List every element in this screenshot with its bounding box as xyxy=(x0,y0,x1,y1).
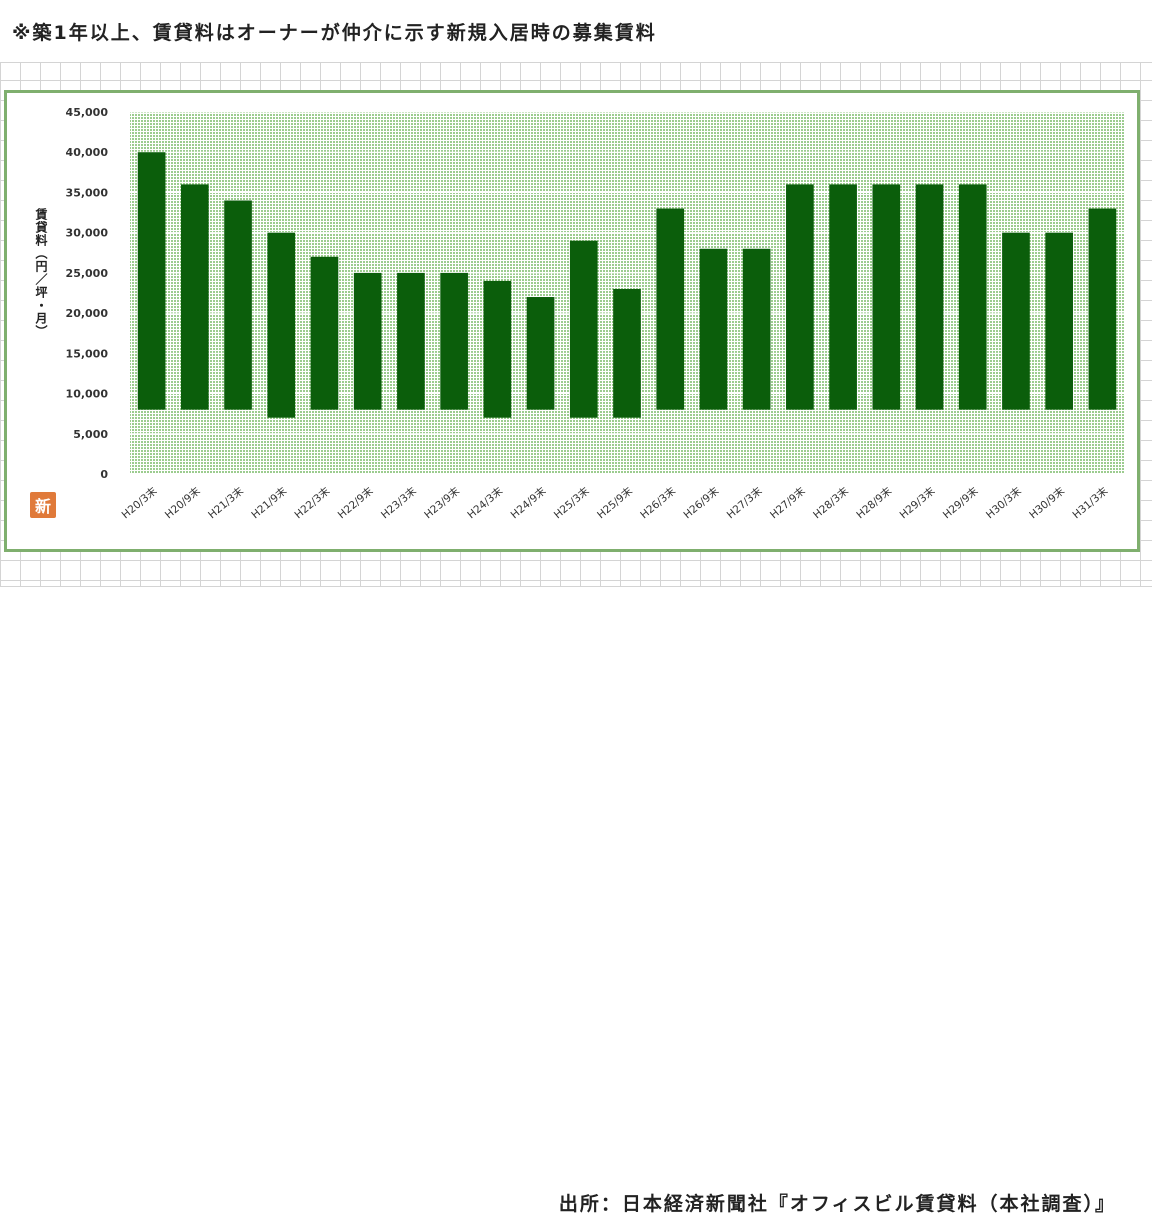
x-tick-label: H22/3末 xyxy=(292,484,333,521)
x-tick-label: H27/9末 xyxy=(767,484,808,521)
bar xyxy=(1088,208,1117,410)
x-tick-label: H29/9末 xyxy=(940,484,981,521)
x-tick-label: H30/3末 xyxy=(983,484,1024,521)
y-tick-label: 15,000 xyxy=(66,347,109,360)
bar xyxy=(1002,232,1030,410)
x-tick-label: H23/3末 xyxy=(378,484,419,521)
x-tick-label: H21/3末 xyxy=(205,484,246,521)
bar xyxy=(1045,232,1074,410)
x-tick-label: H28/9末 xyxy=(854,484,895,521)
bar xyxy=(569,240,598,418)
y-tick-label: 0 xyxy=(100,468,108,481)
x-tick-label: H20/9末 xyxy=(162,484,203,521)
y-tick-label: 30,000 xyxy=(66,227,109,240)
x-tick-label: H30/9末 xyxy=(1027,484,1068,521)
y-tick-label: 25,000 xyxy=(66,267,109,280)
bar xyxy=(526,297,555,410)
bar xyxy=(180,184,209,410)
footer-band: 出所：日本経済新聞社『オフィスビル賃貸料（本社調査）』 xyxy=(0,586,1152,1215)
x-tick-label: H27/3末 xyxy=(724,484,765,521)
y-tick-label: 5,000 xyxy=(73,428,108,441)
x-tick-label: H21/9末 xyxy=(249,484,290,521)
bar xyxy=(353,272,382,410)
x-tick-label: H26/9末 xyxy=(681,484,722,521)
x-tick-label: H28/3末 xyxy=(810,484,851,521)
y-tick-label: 10,000 xyxy=(66,388,109,401)
bar xyxy=(699,248,728,410)
bar xyxy=(656,208,685,410)
x-tick-label: H20/3末 xyxy=(119,484,160,521)
bar xyxy=(310,256,339,410)
x-tick-label: H23/9末 xyxy=(422,484,463,521)
y-tick-label: 45,000 xyxy=(66,106,109,119)
note-text: ※築1年以上、賃貸料はオーナーが仲介に示す新規入居時の募集賃料 xyxy=(12,22,657,44)
x-tick-label: H25/9末 xyxy=(594,484,635,521)
y-tick-label: 40,000 xyxy=(66,146,109,159)
nikkei-logo-icon: 新 xyxy=(30,492,56,518)
bar xyxy=(397,272,425,410)
bar xyxy=(483,280,512,418)
bar xyxy=(224,200,252,410)
y-tick-label: 20,000 xyxy=(66,307,109,320)
bar-chart: 0 5,000 10,000 15,000 20,000 25,000 30,000 35,0… xyxy=(66,106,1124,521)
x-tick-label: H24/3末 xyxy=(465,484,506,521)
source-text: 出所：日本経済新聞社『オフィスビル賃貸料（本社調査）』 xyxy=(558,1193,1116,1215)
x-tick-label: H24/9末 xyxy=(508,484,549,521)
bar xyxy=(915,184,944,410)
x-tick-label: H26/3末 xyxy=(638,484,679,521)
y-axis-label: 賃貸料（円／坪・月） xyxy=(34,208,48,338)
bar xyxy=(872,184,901,410)
bar xyxy=(440,272,468,410)
bar xyxy=(786,184,814,410)
bar xyxy=(829,184,857,410)
header-band: ※築1年以上、賃貸料はオーナーが仲介に示す新規入居時の募集賃料 xyxy=(0,0,1152,63)
y-tick-label: 35,000 xyxy=(66,186,109,199)
x-tick-label: H29/3末 xyxy=(897,484,938,521)
bar xyxy=(137,152,166,410)
bar xyxy=(267,232,296,418)
bar xyxy=(742,248,771,410)
x-tick-label: H22/9末 xyxy=(335,484,376,521)
x-tick-label: H25/3末 xyxy=(551,484,592,521)
bar xyxy=(958,184,987,410)
bar xyxy=(613,288,641,418)
x-tick-label: H31/3末 xyxy=(1070,484,1111,521)
